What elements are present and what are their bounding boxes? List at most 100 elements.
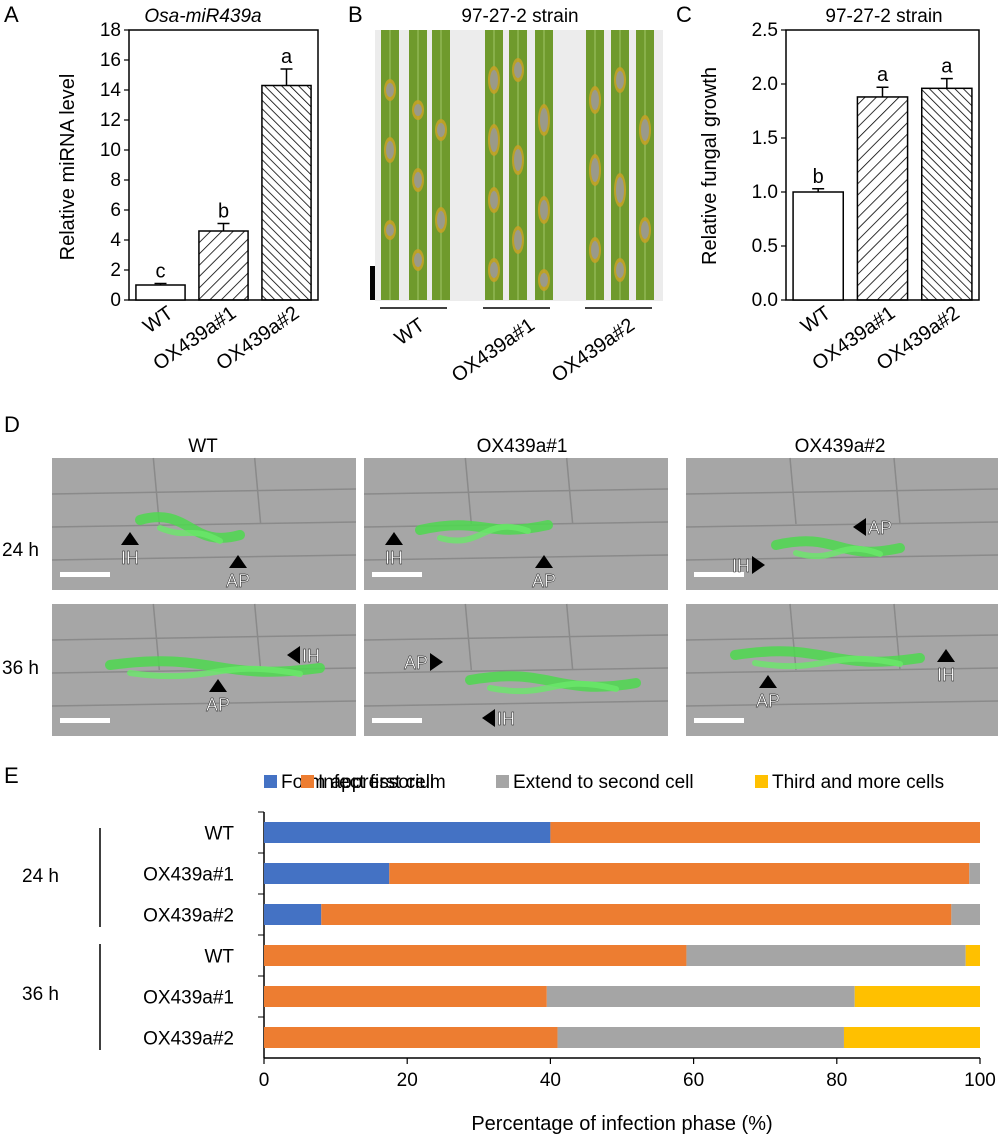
lesion — [641, 221, 649, 239]
chart-a-title: Osa-miR439a — [144, 6, 261, 27]
appressorium-label: AP — [206, 695, 230, 715]
y-tick-label: 6 — [110, 200, 121, 221]
invasive-hyphae-label: IH — [732, 556, 750, 576]
legend-label: Third and more cells — [772, 772, 944, 793]
lesion — [540, 108, 548, 132]
legend-swatch — [301, 775, 314, 788]
leaf-group-label-wt: WT — [391, 314, 429, 350]
y-tick-label: 18 — [100, 20, 121, 41]
bar — [198, 230, 249, 301]
leaf-midrib — [543, 30, 545, 300]
leaf-midrib — [417, 30, 419, 300]
bar-segment — [264, 863, 390, 884]
cell-wall — [685, 554, 999, 561]
lesion — [490, 191, 498, 209]
bar-segment — [686, 945, 966, 966]
cell-wall — [685, 667, 999, 674]
fungal-hyphae — [157, 525, 223, 544]
category-label: OX439a#1 — [143, 865, 234, 886]
fungal-hyphae — [437, 523, 531, 544]
cell-wall — [253, 457, 262, 525]
x-tick-label: WT — [139, 302, 177, 338]
scale-bar — [694, 718, 744, 723]
x-tick-label: 80 — [826, 1070, 847, 1091]
appressorium-label: AP — [756, 691, 780, 711]
bar-segment — [969, 863, 980, 884]
lesion — [514, 149, 522, 171]
cell-wall — [363, 700, 669, 707]
bar-segment — [546, 986, 855, 1007]
lesion — [514, 62, 522, 78]
legend-swatch — [755, 775, 768, 788]
appressorium-arrow — [853, 518, 866, 536]
appressorium-arrow — [209, 679, 227, 692]
cell-wall — [363, 554, 669, 561]
invasive-hyphae-arrow — [121, 532, 139, 545]
leaf-group-label-ox2: OX439a#2 — [548, 314, 639, 387]
cell-wall — [253, 603, 262, 671]
lesion — [540, 200, 548, 220]
micro-row-label-24h: 24 h — [2, 540, 39, 561]
lesion — [591, 158, 599, 182]
fungal-hyphae — [752, 655, 903, 670]
bar — [135, 284, 186, 301]
bar-segment — [951, 904, 980, 925]
y-tick-label: 2.0 — [752, 74, 778, 95]
fungal-hyphae — [793, 545, 883, 560]
lesion — [591, 90, 599, 110]
legend-swatch — [496, 775, 509, 788]
lesion — [616, 262, 624, 278]
scale-bar — [694, 572, 744, 577]
lesion — [437, 211, 445, 229]
lesion — [490, 262, 498, 278]
lesion — [386, 224, 394, 236]
appressorium-arrow — [535, 555, 553, 568]
significance-letter: a — [281, 46, 293, 68]
lesion — [641, 119, 649, 141]
cell-wall — [685, 700, 999, 707]
cell-wall — [464, 457, 473, 525]
cell-wall — [363, 488, 669, 495]
cell-wall — [789, 457, 797, 525]
cell-wall — [51, 488, 357, 495]
panel-label-d: D — [4, 412, 20, 437]
leaf-midrib — [644, 30, 646, 300]
invasive-hyphae-label: IH — [121, 548, 139, 568]
leaf-midrib — [440, 30, 442, 300]
x-tick-label: 20 — [397, 1070, 418, 1091]
cell-wall — [363, 634, 669, 641]
micrograph-grid: IH AP IH AP AP IH IH AP AP IH IH AP — [51, 457, 999, 736]
legend-swatch — [264, 775, 277, 788]
chart-e-group-label-36h: 36 h — [22, 984, 59, 1005]
invasive-hyphae-label: IH — [937, 665, 955, 685]
cell-wall — [685, 521, 999, 528]
panel-label-b: B — [348, 2, 363, 27]
category-label: WT — [204, 947, 234, 968]
bar-segment — [389, 863, 970, 884]
cell-wall — [789, 603, 797, 671]
lesion — [490, 70, 498, 90]
x-tick-label: 0 — [259, 1070, 270, 1091]
lesion — [540, 273, 548, 287]
lesion — [386, 83, 394, 97]
chart-e: 0 20 40 60 80 100 WT OX439a#1 OX439a#2 WT OX439a#1… — [143, 811, 996, 1091]
bar-segment — [264, 904, 322, 925]
scale-bar — [372, 572, 422, 577]
invasive-hyphae-arrow — [287, 646, 300, 664]
y-tick-label: 0.0 — [752, 290, 778, 311]
significance-letter: a — [877, 64, 889, 86]
bar-segment — [264, 1027, 558, 1048]
cell-wall — [464, 603, 473, 671]
chart-c-title: 97-27-2 strain — [825, 6, 942, 27]
appressorium-arrow — [430, 653, 443, 671]
lesion — [414, 253, 422, 267]
panel-label-a: A — [4, 2, 19, 27]
cell-wall — [893, 457, 901, 525]
bar-segment — [264, 986, 547, 1007]
leaf-group-label-ox1: OX439a#1 — [448, 314, 539, 387]
invasive-hyphae-arrow — [385, 532, 403, 545]
bar-segment — [965, 945, 980, 966]
